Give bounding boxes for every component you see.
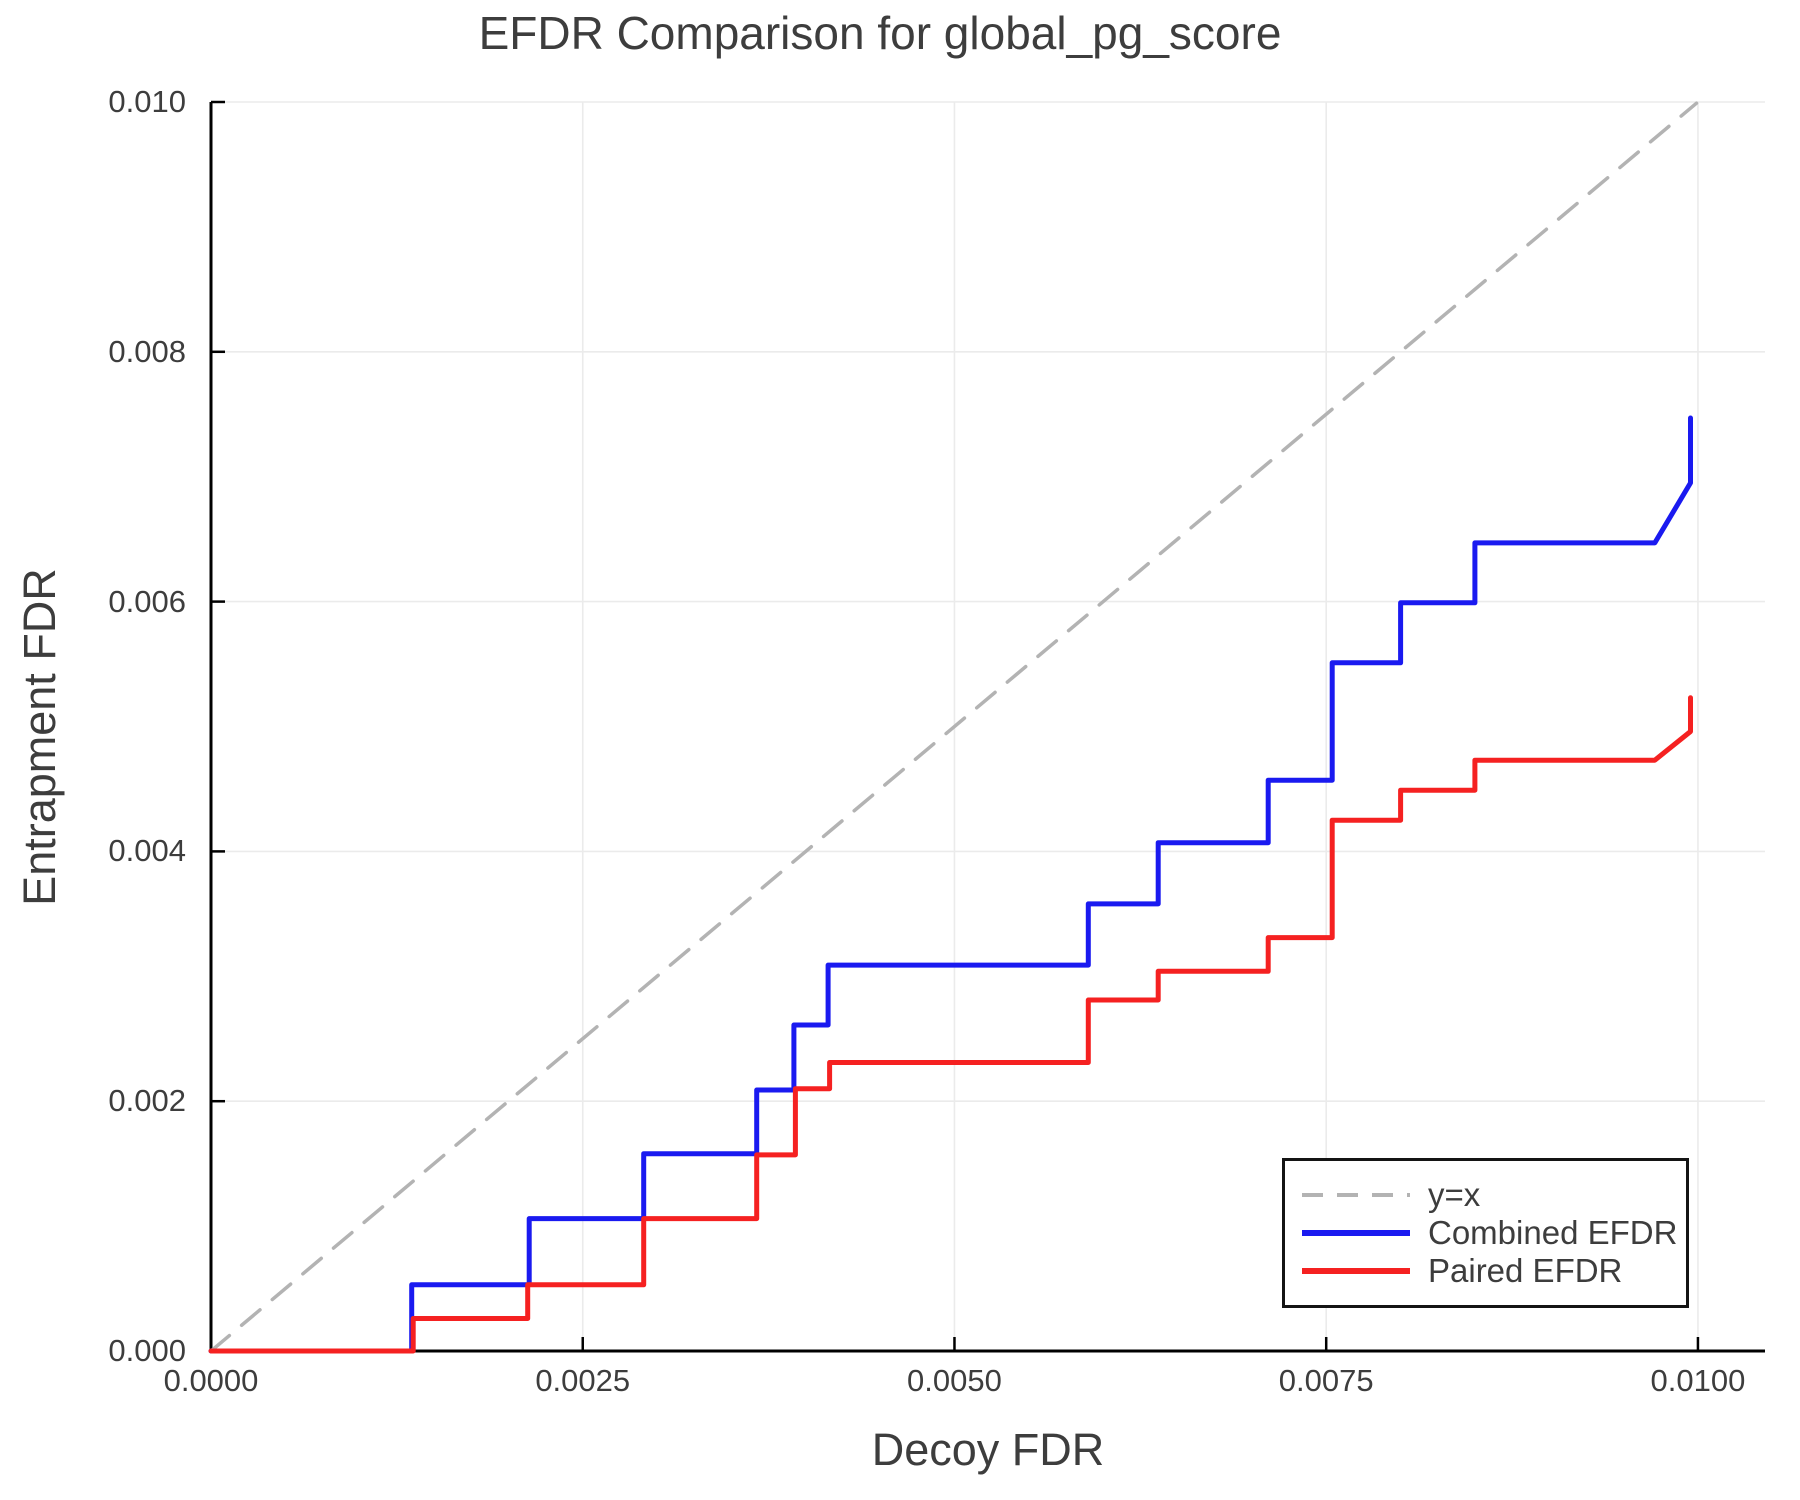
series-y-x (209, 101, 1699, 1353)
series-combined-efdr (208, 415, 1693, 1354)
legend-label-paired: Paired EFDR (1428, 1252, 1623, 1289)
dashed-line-sample-icon (1302, 1191, 1410, 1199)
series-paired-efdr (208, 695, 1693, 1354)
legend-item-identity-line: y=x (1302, 1176, 1686, 1214)
legend-item-combined-efdr: Combined EFDR (1302, 1214, 1686, 1252)
legend-item-paired-efdr: Paired EFDR (1302, 1252, 1686, 1290)
legend-label-identity: y=x (1428, 1176, 1481, 1213)
blue-line-sample-icon (1302, 1229, 1410, 1237)
legend: y=x Combined EFDR Paired EFDR (1282, 1158, 1689, 1308)
red-line-sample-icon (1302, 1267, 1410, 1275)
legend-label-combined: Combined EFDR (1428, 1214, 1678, 1251)
